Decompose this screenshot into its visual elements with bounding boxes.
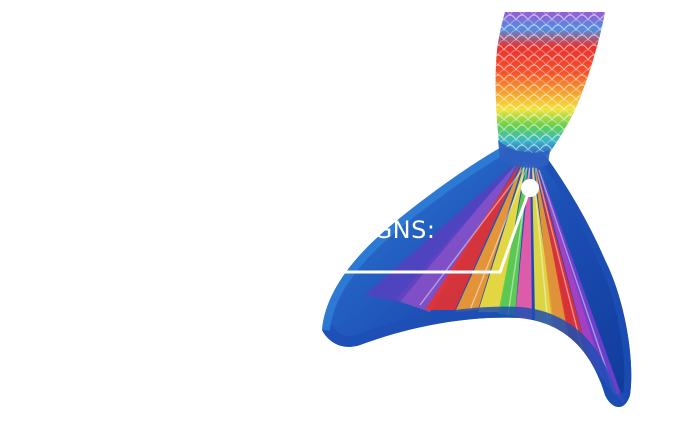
- callout-pointer: [344, 179, 539, 274]
- tail-fin: [322, 140, 632, 408]
- tail-body: [495, 12, 605, 155]
- callout-label: IGNS:: [366, 216, 436, 244]
